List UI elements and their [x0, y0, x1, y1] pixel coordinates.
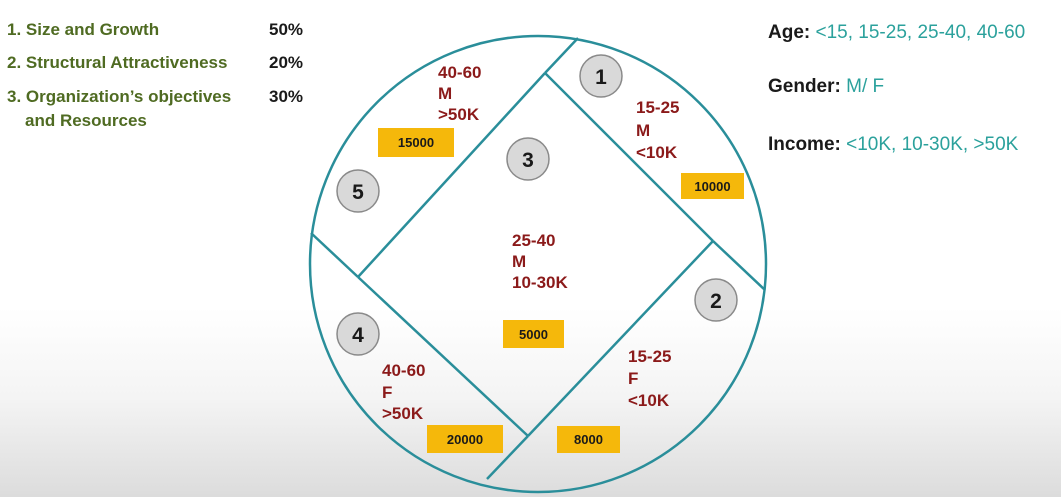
segment-number-badge — [336, 312, 380, 356]
segment-4: 4 40-60 F >50K 20000 — [336, 312, 503, 453]
legend-income-value: <10K, 10-30K, >50K — [846, 134, 1019, 155]
legend-income: Income: <10K, 10-30K, >50K — [768, 134, 1018, 156]
divider-line — [310, 232, 359, 278]
legend-age-value: <15, 15-25, 25-40, 40-60 — [815, 22, 1026, 43]
market-circle — [308, 34, 768, 494]
segment-number: 3 — [522, 149, 534, 172]
segment-value-box — [503, 320, 564, 348]
segment-5: 5 40-60 M >50K 15000 — [336, 63, 481, 213]
divider-line — [544, 37, 579, 74]
segment-value-box — [557, 426, 620, 453]
legend-age: Age: <15, 15-25, 25-40, 40-60 — [768, 22, 1025, 44]
divider-line — [712, 240, 766, 291]
criterion-label: 1. Size and Growth — [7, 20, 160, 39]
segment-number: 5 — [352, 181, 364, 204]
segment-age: 40-60 — [438, 63, 481, 82]
criterion-weight: 30% — [269, 87, 304, 106]
legend-gender: Gender: M/ F — [768, 76, 884, 98]
segment-age: 25-40 — [512, 231, 555, 250]
segment-2: 2 15-25 F <10K 8000 — [557, 278, 738, 453]
segment-gender: M — [438, 84, 452, 103]
segment-dividers — [310, 37, 766, 480]
segment-value: 10000 — [694, 179, 730, 194]
segment-income: 10-30K — [512, 273, 568, 292]
segment-age: 40-60 — [382, 361, 425, 380]
segment-value: 20000 — [447, 432, 483, 447]
segment-age: 15-25 — [636, 98, 679, 117]
segment-gender: F — [628, 369, 638, 388]
divider-line — [486, 435, 529, 480]
segment-income: >50K — [438, 105, 480, 124]
segment-value-box — [681, 173, 744, 199]
segment-value: 8000 — [574, 432, 603, 447]
criterion-weight: 50% — [269, 20, 304, 39]
segment-value: 15000 — [398, 135, 434, 150]
segment-number-badge — [336, 169, 380, 213]
segment-gender: M — [512, 252, 526, 271]
criterion-weight: 20% — [269, 53, 304, 72]
segment-income: <10K — [636, 143, 678, 162]
segment-income: >50K — [382, 404, 424, 423]
divider-line — [357, 72, 546, 278]
divider-line — [544, 72, 714, 242]
divider-line — [357, 276, 529, 437]
criterion-label-line2: and Resources — [25, 111, 147, 130]
segment-number: 4 — [352, 324, 364, 347]
legend-gender-key: Gender: — [768, 76, 841, 97]
segment-number-badge — [506, 137, 550, 181]
segment-gender: F — [382, 383, 392, 402]
segment-income: <10K — [628, 391, 670, 410]
legend-gender-value: M/ F — [846, 76, 885, 97]
segment-value: 5000 — [519, 327, 548, 342]
legend-income-key: Income: — [768, 134, 841, 155]
segment-number: 1 — [595, 66, 607, 89]
divider-line — [527, 240, 714, 437]
segment-age: 15-25 — [628, 347, 671, 366]
segment-number-badge — [579, 54, 623, 98]
legend-age-key: Age: — [768, 22, 811, 43]
segment-number-badge — [694, 278, 738, 322]
segment-3: 3 25-40 M 10-30K 5000 — [503, 137, 568, 348]
segment-value-box — [427, 425, 503, 453]
criterion-label-line1: 3. Organization’s objectives — [7, 87, 232, 106]
criterion-label: 2. Structural Attractiveness — [7, 53, 228, 72]
segment-value-box — [378, 128, 454, 157]
segment-gender: M — [636, 121, 650, 140]
segment-number: 2 — [710, 290, 722, 313]
segment-1: 1 15-25 M <10K 10000 — [579, 54, 744, 199]
